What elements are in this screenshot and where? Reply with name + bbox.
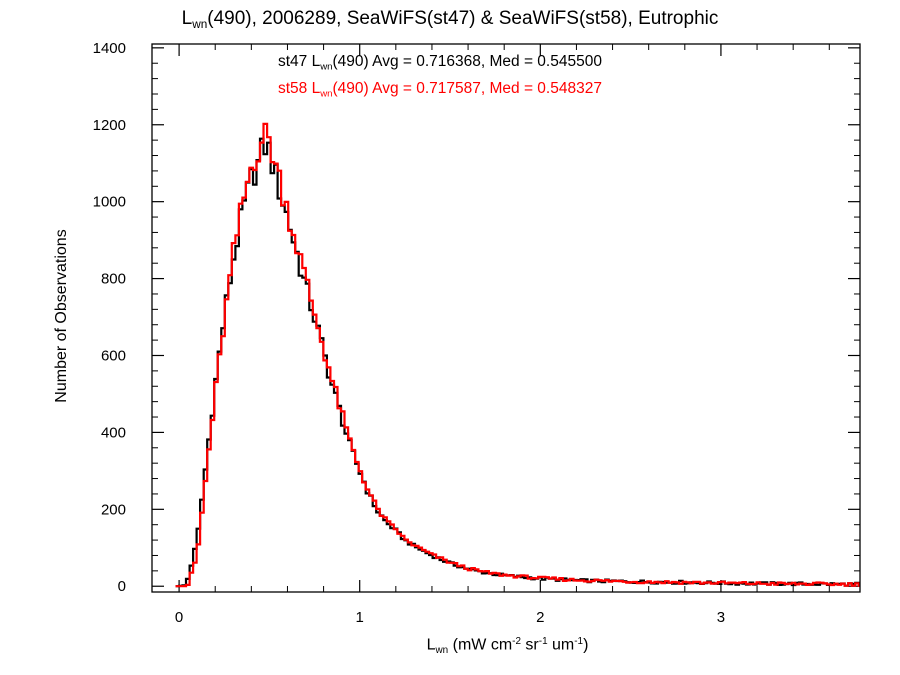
y-tick-label: 0 — [118, 578, 126, 595]
xlabel-main: L — [426, 636, 436, 654]
series-st47-line — [175, 137, 860, 588]
y-tick-label: 200 — [101, 501, 126, 518]
x-tick-label: 1 — [356, 609, 364, 626]
x-tick-label: 0 — [175, 609, 183, 626]
title-main: L — [181, 8, 193, 29]
stats-st47-prefix: st47 L — [278, 53, 321, 70]
xlabel-rest2: sr — [520, 636, 539, 654]
axis-ticks — [152, 44, 860, 592]
xlabel-sup3: -1 — [574, 636, 584, 647]
series-st58-line — [175, 122, 860, 588]
stats-st58-suffix: (490) Avg = 0.717587, Med = 0.548327 — [332, 80, 602, 97]
y-tick-label: 800 — [101, 271, 126, 288]
chart-title: Lwn(490), 2006289, SeaWiFS(st47) & SeaWi… — [0, 8, 900, 31]
stats-st47-sub: wn — [320, 61, 333, 73]
y-axis-label: Number of Observations — [53, 229, 70, 403]
xlabel-sup1: -2 — [512, 636, 521, 647]
title-sub: wn — [192, 18, 208, 32]
stats-st58-sub: wn — [320, 88, 333, 100]
x-tick-label: 3 — [717, 609, 725, 626]
xlabel-rest3: um — [547, 636, 575, 654]
series-layer — [175, 122, 860, 588]
stats-st58: st58 Lwn(490) Avg = 0.717587, Med = 0.54… — [278, 80, 602, 99]
xlabel-sup2: -1 — [538, 636, 548, 647]
y-tick-label: 1000 — [93, 194, 126, 211]
stats-st58-prefix: st58 L — [278, 80, 321, 97]
xlabel-rest: (mW cm — [448, 636, 513, 654]
stats-st47: st47 Lwn(490) Avg = 0.716368, Med = 0.54… — [278, 53, 602, 72]
xlabel-rest4: ) — [583, 636, 589, 654]
plot-frame — [151, 43, 861, 593]
x-axis-label: Lwn (mW cm-2 sr-1 um-1) — [0, 636, 900, 656]
xlabel-sub: wn — [435, 644, 449, 656]
y-tick-label: 1400 — [93, 40, 126, 57]
x-tick-label: 2 — [536, 609, 544, 626]
y-tick-label: 600 — [101, 347, 126, 364]
y-tick-label: 400 — [101, 424, 126, 441]
tick-labels: 0 200 400 600 800 1000 1200 1400 0 1 2 3 — [93, 40, 725, 626]
y-tick-label: 1200 — [93, 117, 126, 134]
stats-st47-suffix: (490) Avg = 0.716368, Med = 0.545500 — [332, 53, 602, 70]
title-rest: (490), 2006289, SeaWiFS(st47) & SeaWiFS(… — [207, 8, 719, 29]
